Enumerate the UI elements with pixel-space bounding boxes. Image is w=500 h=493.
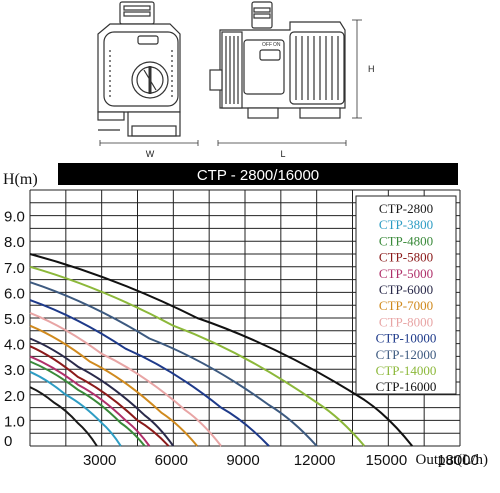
curve-ctp-3800 xyxy=(29,370,122,447)
legend-item-ctp-12000: CTP-12000 xyxy=(376,347,437,362)
y-tick-label: 2.0 xyxy=(4,388,25,405)
height-label: H xyxy=(368,64,375,74)
curve-ctp-12000 xyxy=(29,281,318,447)
switch-label-on: ON xyxy=(273,42,281,48)
tick-labels: 0 1.0 2.0 3.0 4.0 5.0 6.0 7.0 8.0 9.0 3000 6000 9000… xyxy=(4,209,479,469)
curve-ctp-14000 xyxy=(29,265,366,447)
chart-title-bar xyxy=(58,163,458,185)
curve-ctp-6000 xyxy=(29,337,175,447)
legend-item-ctp-10000: CTP-10000 xyxy=(376,331,437,346)
curves xyxy=(29,253,413,447)
length-label: L xyxy=(280,149,285,159)
curve-ctp-2800 xyxy=(29,386,98,447)
legend-item-ctp-16000: CTP-16000 xyxy=(376,379,437,394)
pump-dimension-drawings: W OFF ON xyxy=(97,1,375,159)
legend-item-ctp-5000: CTP-5000 xyxy=(379,266,433,281)
y-tick-label: 9.0 xyxy=(4,209,25,226)
width-dimension: W xyxy=(99,140,199,159)
y-tick-label: 8.0 xyxy=(4,234,25,251)
x-axis-title: Output(L/h) xyxy=(416,452,489,468)
curve-ctp-4800 xyxy=(29,360,146,447)
y-tick-label: 6.0 xyxy=(4,285,25,302)
legend-item-ctp-2800: CTP-2800 xyxy=(379,201,433,216)
length-dimension: L xyxy=(217,140,347,159)
pump-side-view xyxy=(209,1,346,119)
x-tick-label: 3000 xyxy=(83,452,116,469)
curve-ctp-8000 xyxy=(29,311,222,447)
legend-item-ctp-14000: CTP-14000 xyxy=(376,363,437,378)
curve-ctp-10000 xyxy=(29,299,270,447)
legend-item-ctp-4800: CTP-4800 xyxy=(379,233,433,248)
legend-item-ctp-5800: CTP-5800 xyxy=(379,250,433,265)
curve-ctp-5000 xyxy=(29,355,151,447)
legend-item-ctp-8000: CTP-8000 xyxy=(379,314,433,329)
curve-ctp-5800 xyxy=(29,345,170,447)
y-tick-label: 4.0 xyxy=(4,337,25,354)
width-label: W xyxy=(146,149,155,159)
performance-chart: H(m) CTP - 2800/16000 0 1.0 2.0 3.0 4.0 5.0 6.… xyxy=(3,163,488,469)
legend-item-ctp-7000: CTP-7000 xyxy=(379,298,433,313)
y-tick-label: 0 xyxy=(4,433,12,450)
y-tick-label: 7.0 xyxy=(4,260,25,277)
height-dimension: H xyxy=(352,19,375,119)
x-tick-label: 6000 xyxy=(155,452,188,469)
y-tick-label: 5.0 xyxy=(4,311,25,328)
chart-title: CTP - 2800/16000 xyxy=(197,167,319,184)
legend-item-ctp-6000: CTP-6000 xyxy=(379,282,433,297)
pump-front-view xyxy=(97,1,181,137)
y-tick-label: 3.0 xyxy=(4,362,25,379)
x-tick-label: 15000 xyxy=(365,452,407,469)
legend-item-ctp-3800: CTP-3800 xyxy=(379,217,433,232)
y-axis-title: H(m) xyxy=(3,171,38,188)
curve-ctp-7000 xyxy=(29,324,198,447)
x-tick-label: 12000 xyxy=(294,452,336,469)
x-tick-label: 18000 xyxy=(437,452,479,469)
curve-ctp-16000 xyxy=(29,253,413,447)
x-tick-label: 9000 xyxy=(226,452,259,469)
legend-box xyxy=(355,195,457,395)
y-tick-label: 1.0 xyxy=(4,413,25,430)
switch-label-off: OFF xyxy=(262,42,272,48)
